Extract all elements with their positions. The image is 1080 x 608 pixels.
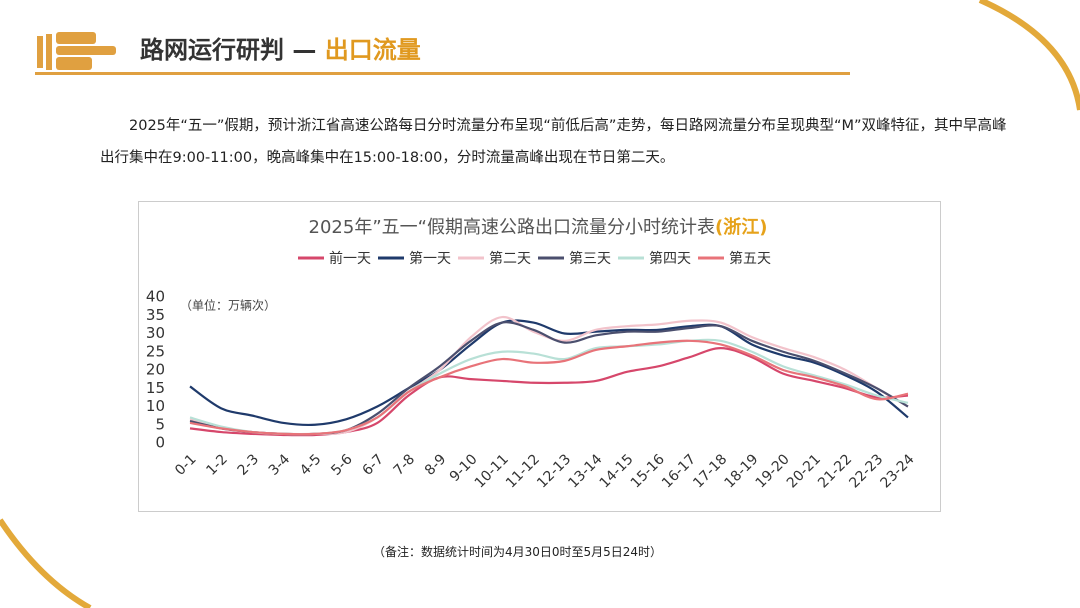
hand-icon [37, 32, 116, 70]
corner-arc [978, 0, 1080, 111]
legend-label: 第二天 [489, 250, 531, 267]
y-tick-label: 5 [155, 415, 165, 433]
legend-label: 第四天 [649, 250, 691, 267]
y-tick-label: 15 [146, 379, 165, 397]
chart-title-highlight: (浙江) [715, 216, 767, 238]
y-tick-label: 30 [146, 324, 165, 342]
chart-frame [138, 201, 941, 512]
series-line [189, 319, 909, 427]
legend-label: 第五天 [729, 250, 771, 267]
chart-title-text: 2025年”五一“假期高速公路出口流量分小时统计表 [309, 217, 715, 238]
y-tick-label: 40 [146, 288, 165, 306]
legend-label: 前一天 [329, 250, 371, 267]
chart: 2025年”五一“假期高速公路出口流量分小时统计表(浙江) （单位：万辆次） 0… [138, 201, 941, 512]
legend-label: 第一天 [409, 250, 451, 267]
y-tick-label: 10 [146, 397, 165, 415]
chart-title: 2025年”五一“假期高速公路出口流量分小时统计表(浙江) [309, 216, 768, 238]
footnote: （备注：数据统计时间为4月30日0时至5月5日24时） [372, 545, 663, 559]
y-tick-label: 20 [146, 361, 165, 379]
y-tick-label: 25 [146, 342, 165, 360]
corner-arc [0, 518, 92, 608]
unit-note: （单位：万辆次） [180, 298, 276, 313]
paragraph: 2025年“五一”假期，预计浙江省高速公路每日分时流量分布呈现“前低后高”走势，… [100, 118, 1007, 166]
title-text: 路网运行研判 — [140, 36, 317, 64]
slide-title: 路网运行研判 — 出口流量 [140, 30, 421, 65]
legend-label: 第三天 [569, 250, 611, 267]
title-rule [35, 72, 850, 75]
title-highlight: 出口流量 [324, 36, 421, 64]
y-tick-label: 0 [155, 434, 165, 452]
y-tick-label: 35 [146, 306, 165, 324]
series-line [189, 339, 909, 436]
